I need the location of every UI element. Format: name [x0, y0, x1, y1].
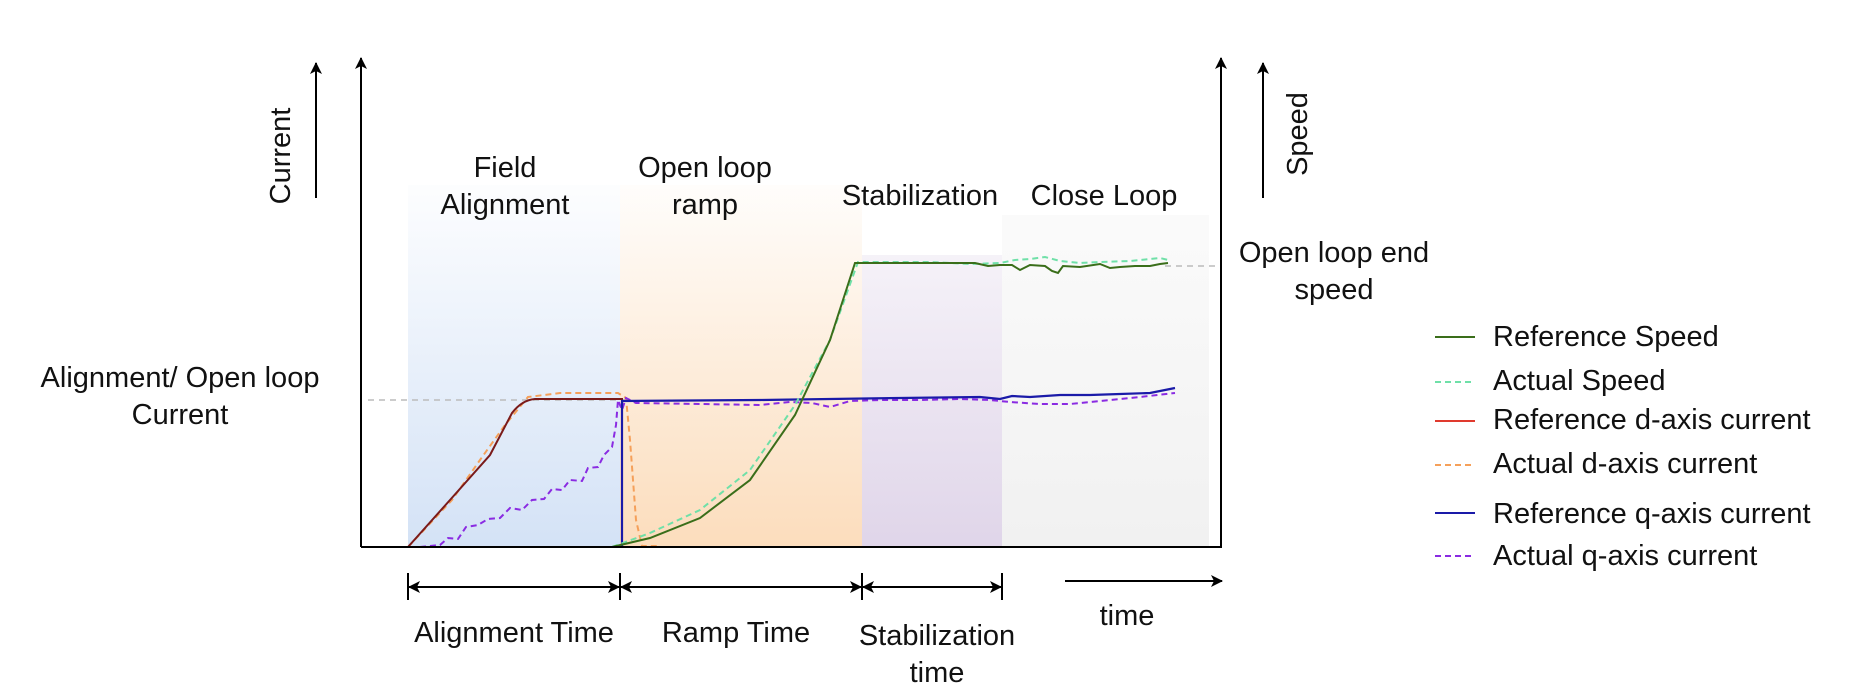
current-axis-label: Current	[265, 108, 297, 205]
legend-label: Actual q-axis current	[1493, 540, 1757, 572]
legend-item-actual-speed: Actual Speed	[1435, 365, 1666, 397]
phase-title-open-loop-ramp-line2: ramp	[672, 189, 738, 221]
alignment-time-label: Alignment Time	[414, 617, 614, 649]
curves	[407, 255, 1176, 548]
legend-item-actual-d-current: Actual d-axis current	[1435, 448, 1757, 480]
legend-label: Reference Speed	[1493, 321, 1719, 353]
interval-markers	[407, 573, 1003, 600]
time-axis-label: time	[1100, 600, 1155, 632]
speed-axis-label: Speed	[1282, 92, 1314, 176]
phase-title-open-loop-ramp-line1: Open loop	[638, 152, 772, 184]
legend-label: Actual d-axis current	[1493, 448, 1757, 480]
phase-title-field-alignment-line1: Field	[474, 152, 537, 184]
phase-title-field-alignment-line2: Alignment	[441, 189, 570, 221]
current-level-label-line1: Alignment/ Open loop	[41, 362, 320, 394]
legend-label: Reference d-axis current	[1493, 404, 1811, 436]
stabilization-time-label-line2: time	[910, 657, 965, 689]
ramp-time-label: Ramp Time	[662, 617, 810, 649]
stabilization-time-label-line1: Stabilization	[859, 620, 1015, 652]
legend-item-reference-q-current: Reference q-axis current	[1435, 498, 1811, 530]
phase-title-stabilization: Stabilization	[842, 180, 998, 212]
legend-item-reference-speed: Reference Speed	[1435, 321, 1719, 353]
reference-d-current-curve	[407, 398, 623, 548]
phase-region-field-alignment	[408, 185, 620, 547]
actual-speed-curve	[611, 255, 1169, 548]
legend-label: Actual Speed	[1493, 365, 1666, 397]
phase-region-open-loop-ramp	[620, 185, 862, 547]
legend-item-actual-q-current: Actual q-axis current	[1435, 540, 1757, 572]
reference-q-current-curve	[620, 386, 1176, 547]
current-level-label-line2: Current	[132, 399, 229, 431]
legend-label: Reference q-axis current	[1493, 498, 1811, 530]
legend: Reference Speed Actual Speed Reference d…	[1435, 321, 1811, 572]
actual-d-current-curve	[407, 392, 660, 548]
legend-item-reference-d-current: Reference d-axis current	[1435, 404, 1811, 436]
end-speed-label-line2: speed	[1294, 274, 1373, 306]
phase-region-close-loop	[1002, 215, 1209, 547]
reference-speed-curve	[611, 262, 1169, 548]
phase-title-close-loop: Close Loop	[1031, 180, 1178, 212]
phase-regions	[408, 185, 1209, 547]
actual-q-current-curve	[419, 392, 1176, 548]
end-speed-label-line1: Open loop end	[1239, 237, 1429, 269]
